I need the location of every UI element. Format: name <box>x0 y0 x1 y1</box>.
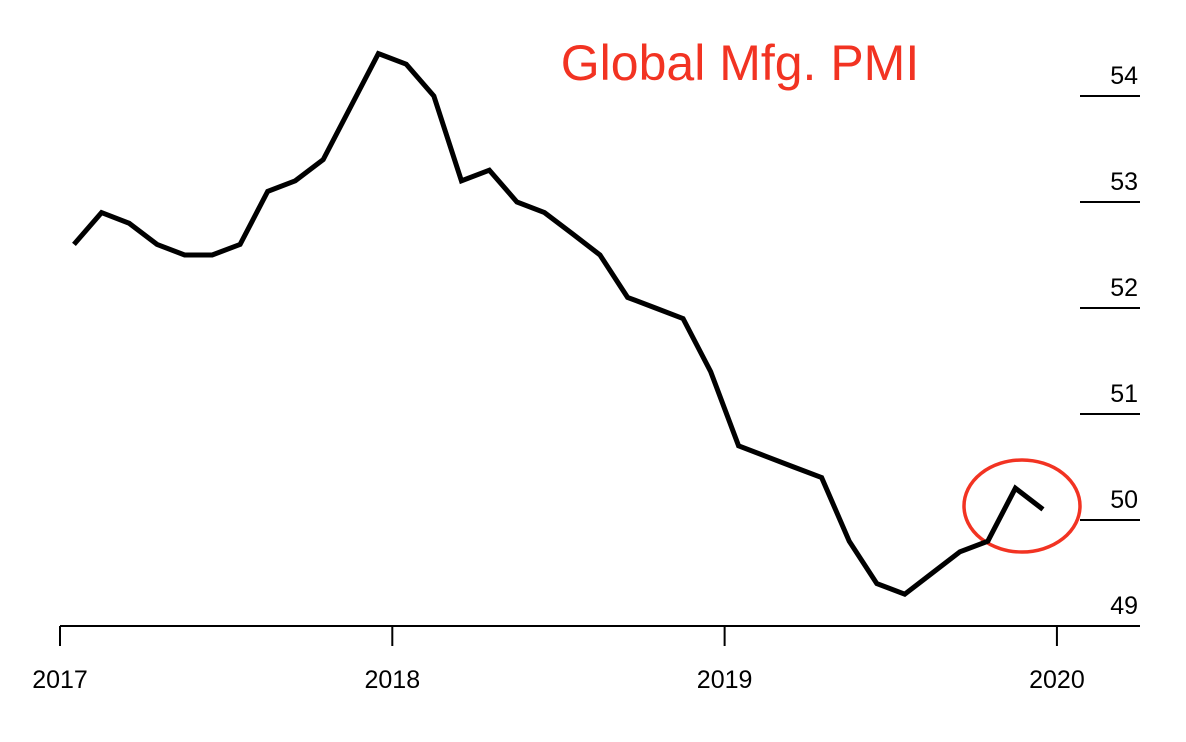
x-tick-label: 2019 <box>697 666 753 694</box>
x-tick-label: 2017 <box>32 666 88 694</box>
y-tick-label: 49 <box>1110 592 1138 620</box>
x-tick-label: 2020 <box>1029 666 1085 694</box>
y-tick-label: 50 <box>1110 486 1138 514</box>
y-tick-label: 52 <box>1110 274 1138 302</box>
y-tick-label: 54 <box>1110 62 1138 90</box>
y-tick-label: 51 <box>1110 380 1138 408</box>
chart-title: Global Mfg. PMI <box>561 35 919 91</box>
highlight-circle <box>962 458 1082 554</box>
pmi-line <box>72 50 1045 598</box>
x-tick-label: 2018 <box>364 666 420 694</box>
y-tick-label: 53 <box>1110 168 1138 196</box>
